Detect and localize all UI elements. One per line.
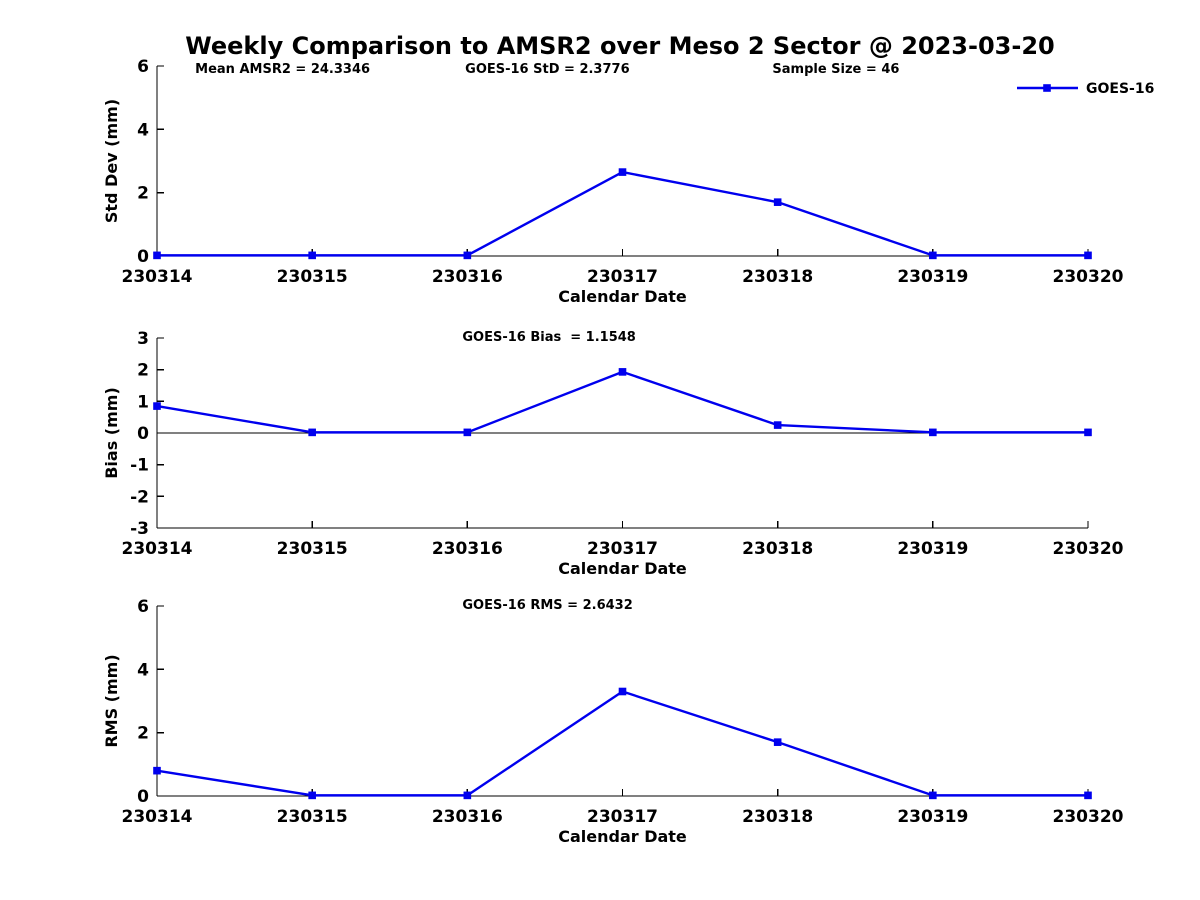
- data-point-marker: [463, 251, 472, 260]
- x-tick-label: 230316: [432, 539, 503, 559]
- series-line-goes-16: [156, 690, 1088, 797]
- data-point-marker: [153, 402, 161, 410]
- data-point-marker: [773, 198, 782, 206]
- y-tick-label: 6: [137, 597, 149, 617]
- legend-label: GOES-16: [1086, 81, 1154, 97]
- y-axis-title: RMS (mm): [102, 654, 121, 747]
- data-point-marker: [153, 251, 161, 260]
- y-axis-title: Std Dev (mm): [102, 99, 121, 223]
- x-tick-label: 230317: [587, 807, 658, 827]
- subplot-1: 0 2 4 6 230314 230315 230316 230317 230318 230319…: [102, 57, 1154, 306]
- x-tick-label: 230317: [587, 539, 658, 559]
- annotation: Sample Size = 46: [772, 62, 899, 77]
- x-tick-label: 230317: [587, 267, 658, 287]
- data-point-marker: [153, 766, 161, 775]
- data-point-marker: [463, 428, 472, 437]
- x-tick-label: 230320: [1053, 267, 1124, 287]
- x-tick-label: 230315: [277, 807, 348, 827]
- y-tick-label: 4: [137, 120, 149, 140]
- x-axis-title: Calendar Date: [558, 287, 687, 306]
- y-tick-label: 6: [137, 57, 149, 77]
- data-point-marker: [1084, 428, 1092, 437]
- y-tick-label: 4: [137, 660, 149, 680]
- subplot-3: 0 2 4 6 230314 230315 230316 230317 230318 230319…: [102, 597, 1124, 846]
- y-axis-title: Bias (mm): [102, 387, 121, 479]
- data-point-marker: [773, 738, 782, 746]
- y-tick-label: 0: [137, 247, 149, 267]
- data-point-marker: [308, 251, 316, 260]
- data-point-marker: [308, 428, 316, 437]
- x-tick-label: 230319: [897, 807, 968, 827]
- x-tick-label: 230314: [122, 807, 193, 827]
- y-tick-label: -3: [130, 519, 149, 539]
- data-point-marker: [463, 791, 472, 800]
- x-axis-title: Calendar Date: [558, 827, 687, 846]
- figure-title: Weekly Comparison to AMSR2 over Meso 2 S…: [185, 32, 1054, 60]
- x-tick-label: 230318: [742, 267, 813, 287]
- x-tick-label: 230314: [122, 539, 193, 559]
- y-tick-label: -2: [130, 487, 149, 507]
- annotation: GOES-16 Bias = 1.1548: [462, 330, 636, 345]
- x-tick-label: 230318: [742, 539, 813, 559]
- data-point-marker: [1084, 251, 1092, 260]
- y-tick-label: 2: [137, 724, 149, 744]
- x-tick-label: 230316: [432, 267, 503, 287]
- x-tick-label: 230320: [1053, 807, 1124, 827]
- x-tick-label: 230315: [277, 267, 348, 287]
- series-line-goes-16: [156, 370, 1088, 434]
- annotation: GOES-16 StD = 2.3776: [465, 62, 629, 77]
- x-tick-label: 230320: [1053, 539, 1124, 559]
- data-point-marker: [308, 791, 316, 800]
- x-axis-title: Calendar Date: [558, 559, 687, 578]
- legend-marker: [1043, 84, 1051, 92]
- data-point-marker: [618, 168, 627, 176]
- data-point-marker: [929, 428, 937, 437]
- data-point-marker: [929, 251, 937, 260]
- subplots-group: 0 2 4 6 230314 230315 230316 230317 230318 230319…: [102, 57, 1154, 846]
- data-point-marker: [618, 368, 627, 376]
- x-tick-label: 230316: [432, 807, 503, 827]
- data-point-marker: [1084, 791, 1092, 800]
- annotation: GOES-16 RMS = 2.6432: [462, 598, 632, 613]
- x-tick-label: 230319: [897, 267, 968, 287]
- y-tick-label: 2: [137, 361, 149, 381]
- x-tick-label: 230319: [897, 539, 968, 559]
- x-tick-label: 230318: [742, 807, 813, 827]
- data-point-marker: [929, 791, 937, 800]
- legend: GOES-16: [1017, 81, 1154, 97]
- series-line-goes-16: [157, 170, 1088, 257]
- x-tick-label: 230315: [277, 539, 348, 559]
- data-point-marker: [618, 687, 627, 696]
- y-tick-label: -1: [130, 456, 149, 476]
- y-tick-label: 3: [137, 329, 149, 349]
- data-point-marker: [773, 421, 782, 429]
- subplot-2: -3 -2 -1 0 1 2 3 230314 230315 230316 230317 230318…: [102, 329, 1124, 578]
- y-tick-label: 0: [137, 424, 149, 444]
- y-tick-label: 1: [137, 392, 149, 412]
- y-tick-label: 2: [137, 184, 149, 204]
- y-tick-label: 0: [137, 787, 149, 807]
- annotation: Mean AMSR2 = 24.3346: [195, 62, 370, 77]
- x-tick-label: 230314: [122, 267, 193, 287]
